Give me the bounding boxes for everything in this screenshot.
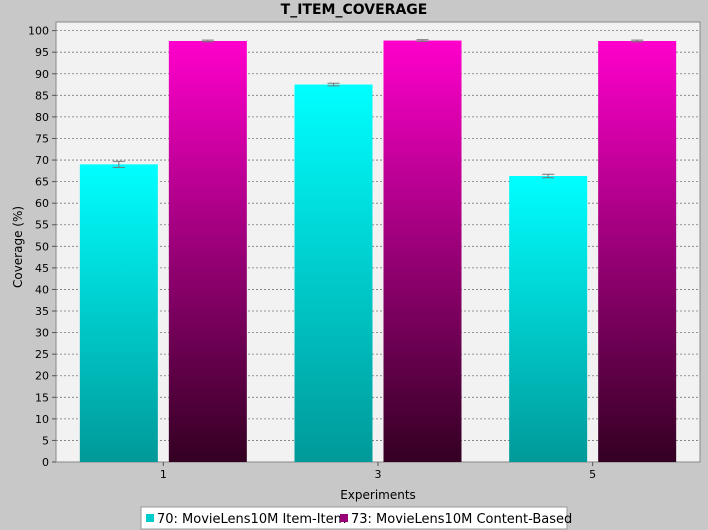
error-bar [112, 160, 125, 168]
legend-box [140, 506, 568, 530]
bar-series0-cat1 [79, 164, 158, 462]
y-tick-label: 40 [35, 283, 49, 296]
y-tick-label: 85 [35, 89, 49, 102]
bar-series0-cat3 [294, 84, 373, 463]
x-axis-label: Experiments [340, 488, 416, 502]
y-tick-label: 80 [35, 111, 49, 124]
y-tick-label: 15 [35, 391, 49, 404]
y-tick-label: 70 [35, 154, 49, 167]
y-tick-label: 65 [35, 176, 49, 189]
y-tick-label: 10 [35, 413, 49, 426]
legend-swatch-1 [340, 514, 348, 522]
x-tick-label: 1 [160, 468, 167, 481]
error-bar [327, 82, 340, 87]
x-tick-label: 3 [375, 468, 382, 481]
error-bar [631, 39, 644, 43]
y-tick-label: 5 [42, 434, 49, 447]
legend: 70: MovieLens10M Item-Item 73: MovieLens… [140, 506, 572, 530]
y-tick-label: 75 [35, 132, 49, 145]
y-axis: 0 5 10 15 20 25 30 35 40 45 50 55 60 65 70 75 80 85 90 95 10… [28, 25, 56, 469]
x-tick-label: 5 [589, 468, 596, 481]
y-tick-label: 45 [35, 262, 49, 275]
y-tick-label: 25 [35, 348, 49, 361]
gridlines [56, 30, 700, 441]
bar-series1-cat5 [598, 40, 677, 462]
error-bar [201, 39, 214, 43]
error-bar [416, 39, 429, 42]
y-tick-label: 90 [35, 68, 49, 81]
y-tick-label: 35 [35, 305, 49, 318]
bar-series1-cat1 [168, 40, 247, 462]
y-axis-label: Coverage (%) [11, 206, 25, 288]
error-bar [542, 173, 555, 179]
y-tick-label: 20 [35, 370, 49, 383]
y-tick-label: 50 [35, 240, 49, 253]
legend-label-0: 70: MovieLens10M Item-Item [157, 512, 346, 527]
y-tick-label: 0 [42, 456, 49, 469]
y-tick-label: 60 [35, 197, 49, 210]
bar-series1-cat3 [383, 40, 462, 463]
y-tick-label: 55 [35, 219, 49, 232]
y-tick-label: 95 [35, 46, 49, 59]
x-axis: 1 3 5 [160, 462, 596, 481]
legend-swatch-0 [146, 514, 154, 522]
legend-label-1: 73: MovieLens10M Content-Based [351, 512, 572, 527]
bar-series0-cat5 [509, 176, 588, 462]
chart-title: T_ITEM_COVERAGE [281, 2, 428, 18]
y-tick-label: 30 [35, 327, 49, 340]
y-tick-label: 100 [28, 25, 49, 38]
bars [79, 39, 677, 463]
